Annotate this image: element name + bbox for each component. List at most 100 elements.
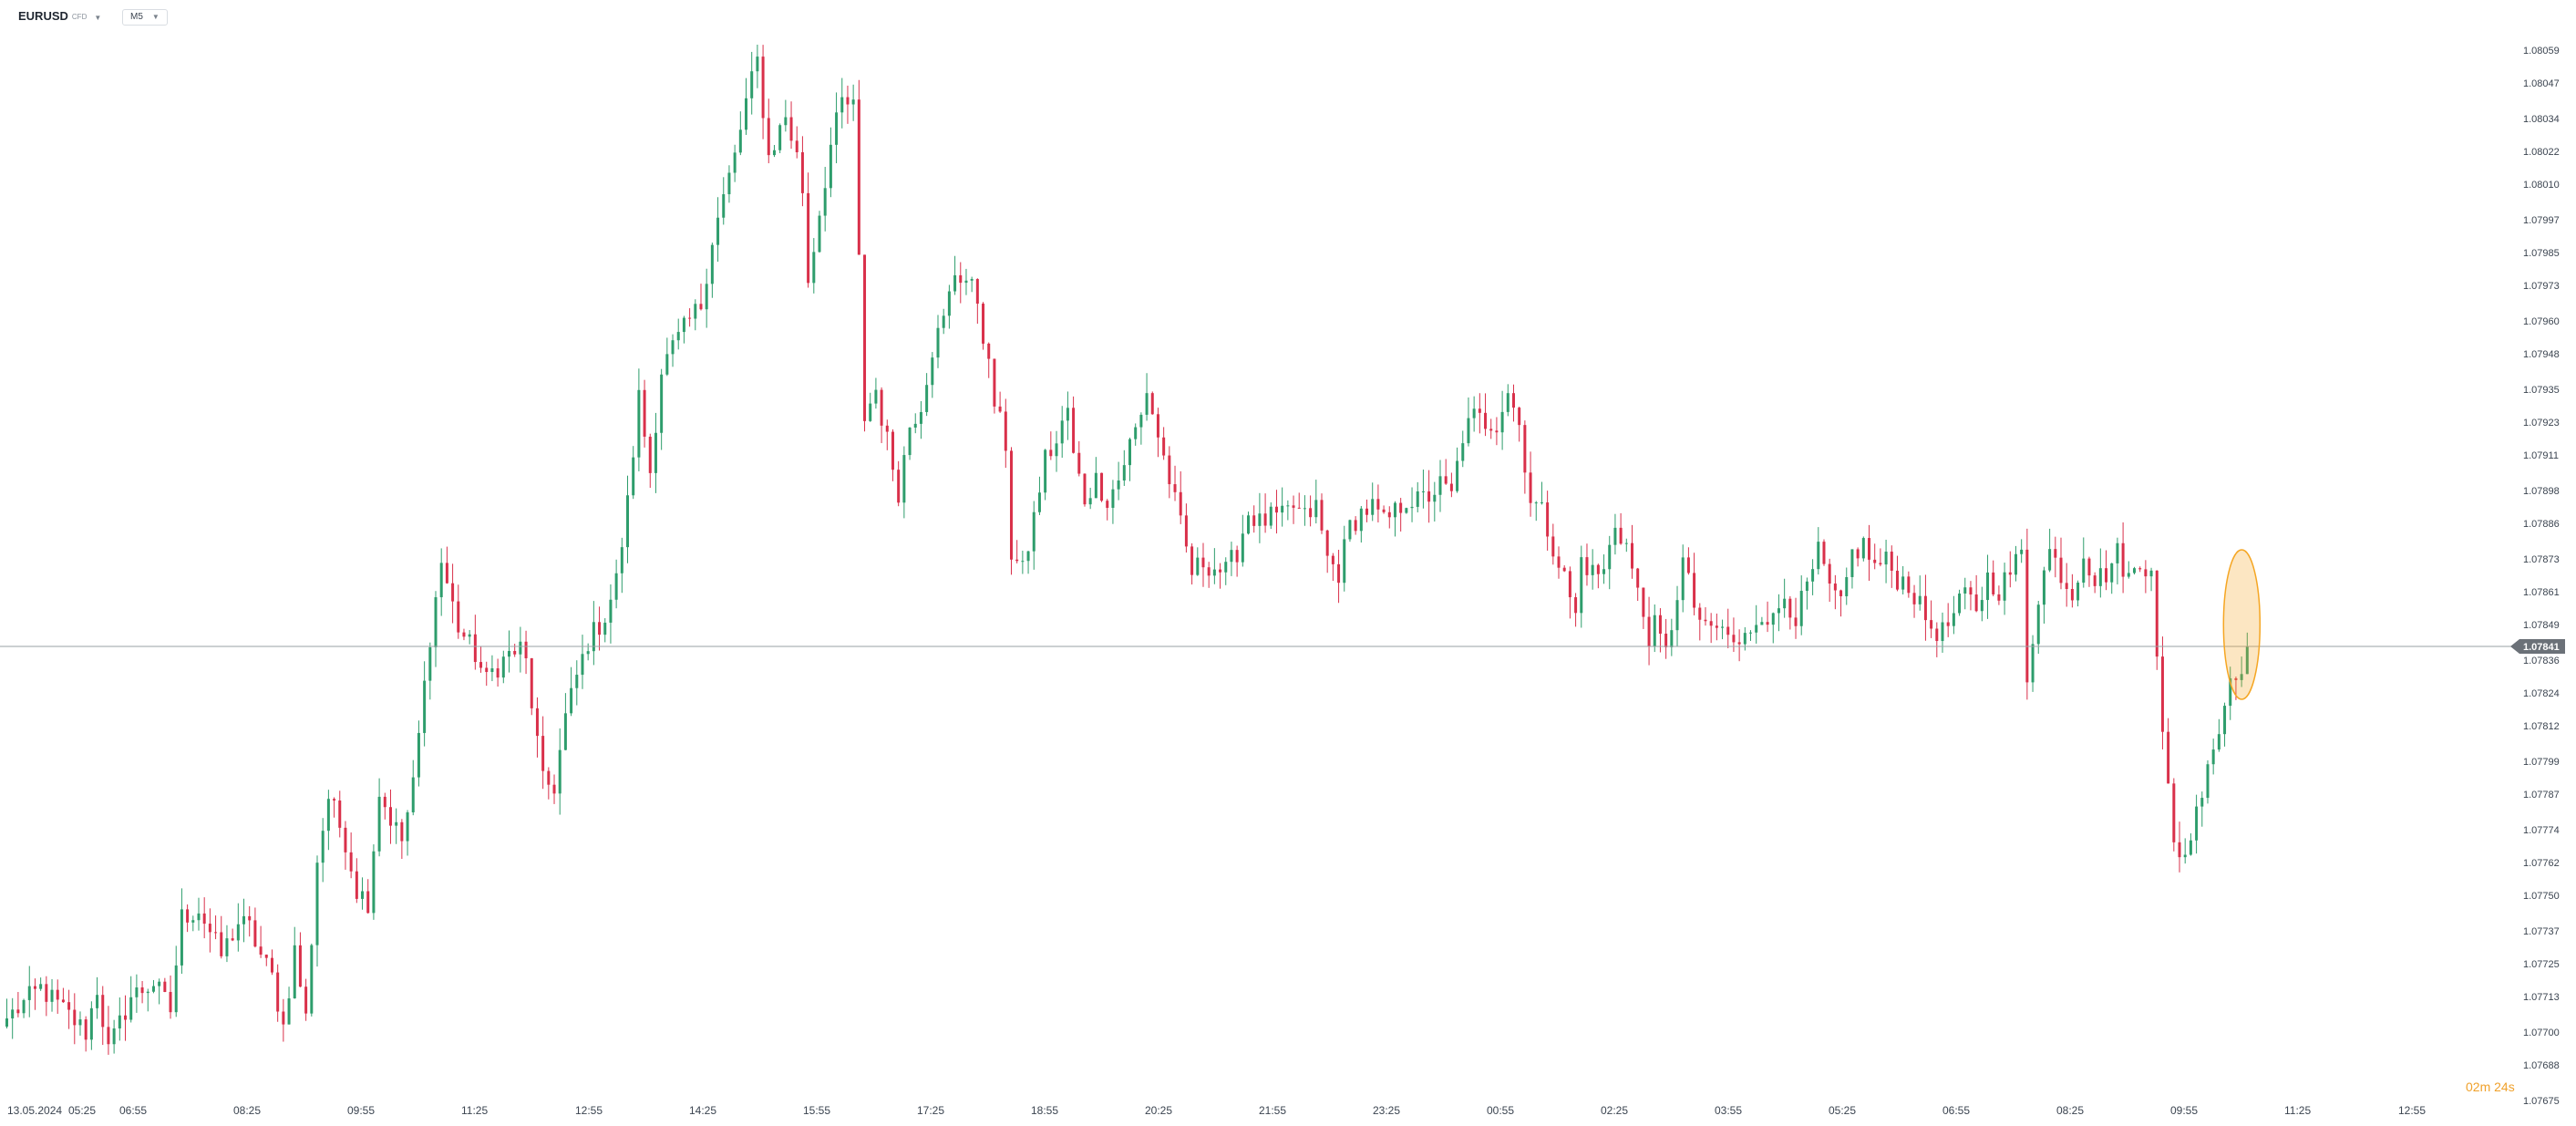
candle[interactable] — [287, 987, 291, 1025]
candle[interactable] — [1399, 498, 1403, 532]
candle[interactable] — [2042, 566, 2045, 624]
candle[interactable] — [180, 888, 183, 975]
candle[interactable] — [89, 1001, 93, 1050]
candle[interactable] — [750, 51, 754, 115]
candle[interactable] — [2211, 739, 2215, 775]
candle[interactable] — [807, 172, 810, 288]
candle[interactable] — [135, 974, 139, 1013]
candle[interactable] — [570, 666, 573, 717]
candle[interactable] — [96, 976, 99, 1019]
candle[interactable] — [563, 693, 567, 750]
candle[interactable] — [1777, 594, 1780, 632]
candle[interactable] — [67, 989, 71, 1029]
candle[interactable] — [1117, 461, 1120, 501]
candle[interactable] — [388, 789, 392, 844]
candle[interactable] — [851, 84, 855, 121]
candle[interactable] — [282, 998, 285, 1042]
candle[interactable] — [1698, 603, 1702, 641]
candle[interactable] — [479, 646, 483, 673]
candle[interactable] — [1506, 384, 1510, 417]
candle[interactable] — [609, 584, 613, 644]
candle[interactable] — [1969, 581, 1973, 611]
candle[interactable] — [1292, 495, 1295, 524]
candle[interactable] — [22, 998, 26, 1018]
candle[interactable] — [1771, 612, 1775, 644]
candle[interactable] — [524, 630, 528, 675]
candle[interactable] — [784, 99, 788, 132]
candle[interactable] — [547, 767, 551, 800]
candle[interactable] — [880, 387, 883, 443]
candle[interactable] — [1207, 562, 1211, 588]
candle[interactable] — [5, 998, 8, 1028]
candle[interactable] — [891, 429, 894, 481]
candle[interactable] — [1083, 473, 1087, 507]
candle[interactable] — [468, 630, 471, 645]
candle[interactable] — [1405, 507, 1408, 514]
candle[interactable] — [722, 177, 726, 225]
candle[interactable] — [439, 548, 443, 616]
candle[interactable] — [1348, 519, 1352, 542]
candle[interactable] — [174, 945, 178, 1018]
candle[interactable] — [1670, 618, 1674, 656]
candle[interactable] — [1766, 601, 1769, 633]
candle[interactable] — [2087, 556, 2091, 587]
candle[interactable] — [1794, 597, 1798, 639]
candle[interactable] — [947, 284, 951, 329]
candle[interactable] — [400, 819, 404, 860]
candle[interactable] — [1224, 557, 1228, 585]
candle[interactable] — [2172, 778, 2176, 852]
candle[interactable] — [953, 255, 957, 295]
candle[interactable] — [27, 966, 31, 1018]
candle[interactable] — [1201, 542, 1205, 587]
candle[interactable] — [1557, 546, 1561, 579]
candle[interactable] — [1281, 487, 1284, 527]
candle[interactable] — [1269, 502, 1273, 530]
candle[interactable] — [660, 368, 664, 450]
candle[interactable] — [33, 978, 36, 1010]
candle[interactable] — [253, 907, 257, 948]
candle[interactable] — [1004, 398, 1007, 469]
candle[interactable] — [2240, 656, 2243, 687]
candle[interactable] — [1044, 449, 1047, 501]
candle[interactable] — [163, 977, 167, 993]
candle[interactable] — [1252, 505, 1256, 533]
candle[interactable] — [1518, 407, 1521, 442]
candle[interactable] — [1879, 548, 1882, 567]
candle[interactable] — [727, 165, 731, 203]
candle[interactable] — [970, 276, 974, 293]
candle[interactable] — [1235, 545, 1239, 577]
candle[interactable] — [1495, 417, 1499, 446]
candle[interactable] — [869, 392, 872, 422]
candle[interactable] — [61, 987, 65, 1003]
candle[interactable] — [1551, 523, 1555, 565]
candle[interactable] — [530, 657, 533, 716]
candle[interactable] — [1077, 440, 1081, 477]
candle[interactable] — [1704, 607, 1707, 626]
candle[interactable] — [1693, 553, 1696, 615]
candle[interactable] — [1992, 560, 1995, 596]
candle[interactable] — [361, 877, 365, 910]
candle[interactable] — [1365, 499, 1369, 522]
candle[interactable] — [761, 45, 765, 139]
candle[interactable] — [513, 644, 517, 657]
candle[interactable] — [101, 986, 105, 1046]
candle[interactable] — [818, 211, 821, 253]
candle[interactable] — [1122, 449, 1126, 486]
candle[interactable] — [11, 997, 15, 1039]
candle[interactable] — [1444, 459, 1448, 485]
candle[interactable] — [1015, 540, 1019, 563]
candle[interactable] — [310, 943, 314, 1017]
candle[interactable] — [2183, 838, 2187, 864]
candle[interactable] — [694, 299, 697, 331]
candle[interactable] — [2132, 566, 2136, 575]
candle[interactable] — [1890, 545, 1893, 588]
candle[interactable] — [1935, 622, 1939, 657]
candle[interactable] — [1387, 506, 1391, 529]
candle[interactable] — [355, 858, 358, 904]
candle[interactable] — [485, 661, 489, 687]
candle[interactable] — [1923, 574, 1927, 641]
candle[interactable] — [2178, 821, 2181, 873]
candle[interactable] — [264, 954, 268, 966]
candle[interactable] — [242, 898, 246, 943]
candle[interactable] — [220, 915, 223, 959]
